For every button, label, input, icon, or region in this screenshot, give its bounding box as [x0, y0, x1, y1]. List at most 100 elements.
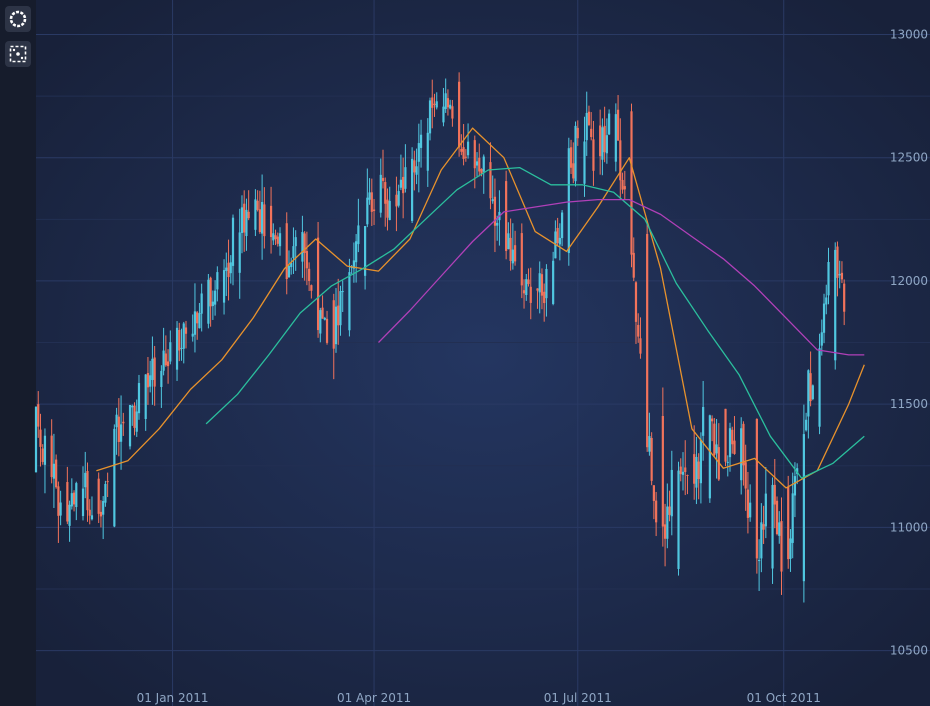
candle-body [90, 515, 94, 520]
zoom-extents-icon [9, 10, 27, 28]
candle-body [466, 141, 470, 156]
candle-body [840, 272, 844, 280]
candle-body [473, 140, 476, 169]
candle-body [52, 463, 56, 479]
candle-body [137, 383, 141, 414]
candle-body [787, 486, 790, 560]
candle-body [825, 297, 828, 305]
candle-body [84, 472, 87, 488]
candle-body [493, 196, 497, 226]
candle-body [419, 134, 423, 148]
candle-body [693, 454, 696, 484]
candle-body [113, 428, 116, 527]
candle-body [316, 237, 320, 331]
candle-body [509, 237, 512, 261]
candle-body [713, 423, 716, 455]
candle-body [357, 225, 360, 245]
candle-body [305, 251, 308, 269]
candle-body [460, 148, 463, 152]
candle-body [240, 207, 244, 233]
y-tick-label: 11000 [890, 520, 928, 534]
candle-body [742, 423, 745, 466]
candle-body [404, 167, 407, 189]
candle-body [175, 327, 179, 370]
candle-body [507, 233, 510, 250]
candle-body [811, 385, 814, 400]
candle-body [760, 522, 763, 559]
candle-body [34, 406, 38, 473]
candle-body [97, 478, 100, 514]
candle-body [149, 375, 152, 387]
y-tick-label: 12500 [890, 151, 928, 165]
zoom-pan-icon [9, 45, 27, 63]
candle-body [540, 274, 544, 296]
candle-body [632, 252, 635, 278]
candle-body [178, 329, 181, 351]
candle-body [182, 323, 185, 349]
candle-body [522, 290, 526, 294]
candle-body [128, 404, 132, 447]
candle-body [386, 199, 389, 218]
zoom-extents-button[interactable] [5, 6, 31, 32]
candle-body [652, 485, 655, 501]
candle-body [200, 293, 203, 314]
x-tick-label: 01 Apr 2011 [337, 691, 411, 705]
candle-body [339, 291, 342, 326]
candle-body [681, 471, 685, 475]
candle-body [104, 483, 107, 503]
candle-body [699, 439, 703, 484]
candle-body [791, 493, 794, 543]
candle-body [630, 111, 633, 255]
candle-body [513, 245, 517, 262]
candle-body [99, 511, 103, 517]
candle-body [55, 459, 58, 488]
candle-body [778, 522, 781, 536]
candle-body [520, 233, 523, 286]
sma-20-line [96, 127, 865, 489]
candle-body [254, 199, 257, 230]
candle-body [278, 233, 282, 247]
candle-body [332, 300, 335, 349]
candle-body [290, 262, 293, 268]
candle-body [740, 428, 743, 481]
candle-body [402, 176, 405, 194]
candle-body [433, 103, 436, 105]
candle-body [166, 361, 170, 367]
candle-body [805, 419, 808, 431]
candle-body [41, 448, 44, 462]
candle-body [146, 373, 150, 388]
candle-body [122, 421, 125, 424]
candle-body [475, 161, 479, 166]
candle-body [180, 347, 183, 349]
candle-body [334, 306, 338, 345]
candle-body [684, 467, 687, 473]
candle-body [639, 338, 642, 354]
candle-body [451, 106, 454, 119]
candle-body [431, 97, 434, 108]
candle-body [355, 241, 358, 263]
candle-body [670, 469, 673, 517]
candle-body [384, 182, 387, 204]
candle-body [458, 81, 461, 148]
candle-body [213, 290, 217, 305]
candle-body [648, 436, 651, 452]
candle-body [796, 468, 799, 474]
candle-body [525, 279, 528, 295]
candle-body [496, 222, 499, 226]
candle-body [370, 192, 373, 212]
candle-body [258, 209, 261, 233]
candle-body [350, 267, 353, 269]
candle-body [608, 113, 611, 135]
candle-body [587, 111, 591, 125]
candle-body [827, 261, 830, 296]
candle-body [614, 114, 617, 162]
candle-body [634, 282, 638, 322]
zoom-pan-button[interactable] [5, 41, 31, 67]
candle-body [724, 408, 727, 462]
candle-body [366, 197, 369, 225]
candle-body [222, 270, 226, 303]
candle-body [793, 476, 797, 496]
candle-body [243, 203, 246, 233]
candle-body [585, 112, 588, 141]
